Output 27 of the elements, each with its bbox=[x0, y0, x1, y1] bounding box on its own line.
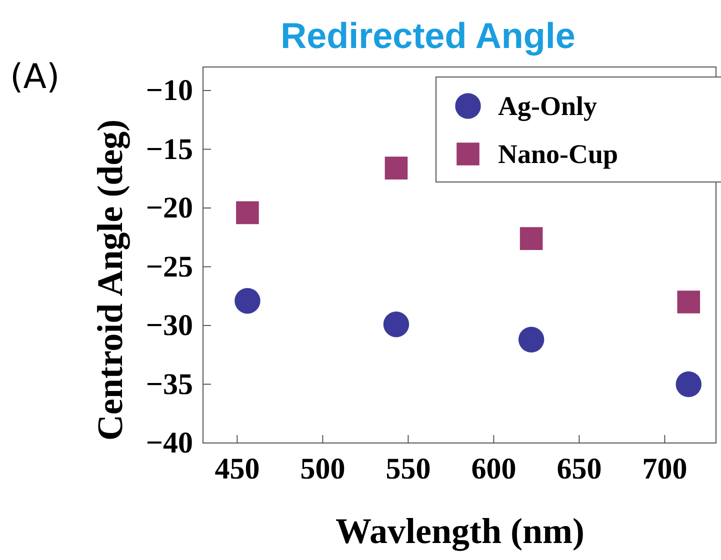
legend-label: Ag-Only bbox=[498, 91, 598, 121]
point bbox=[234, 288, 260, 314]
text: (A) bbox=[10, 57, 60, 97]
y-tick-label: −25 bbox=[146, 250, 193, 284]
y-axis-title: Centroid Angle (deg) bbox=[90, 119, 130, 441]
chart-title: Redirected Angle bbox=[280, 15, 576, 56]
point bbox=[383, 311, 410, 338]
x-axis-title: Wavlength (nm) bbox=[335, 511, 585, 551]
point bbox=[384, 156, 408, 180]
x-tick-label: 700 bbox=[642, 452, 688, 486]
y-tick-label: −30 bbox=[146, 309, 193, 342]
y-tick-label: −15 bbox=[146, 132, 193, 166]
y-tick-label: −40 bbox=[146, 426, 193, 460]
point bbox=[676, 371, 702, 398]
legend-label: Nano-Cup bbox=[498, 139, 618, 169]
y-tick-label: −20 bbox=[146, 192, 193, 225]
point bbox=[677, 290, 700, 314]
point bbox=[520, 227, 543, 250]
point bbox=[518, 326, 544, 352]
y-tick-label: −10 bbox=[146, 74, 193, 108]
x-tick-label: 550 bbox=[386, 452, 431, 486]
x-tick-label: 650 bbox=[556, 452, 602, 486]
x-tick-label: 500 bbox=[300, 452, 346, 486]
x-tick-label: 600 bbox=[471, 452, 516, 486]
y-tick-label: −35 bbox=[146, 368, 193, 401]
point bbox=[236, 201, 259, 224]
x-tick-label: 450 bbox=[214, 452, 260, 486]
